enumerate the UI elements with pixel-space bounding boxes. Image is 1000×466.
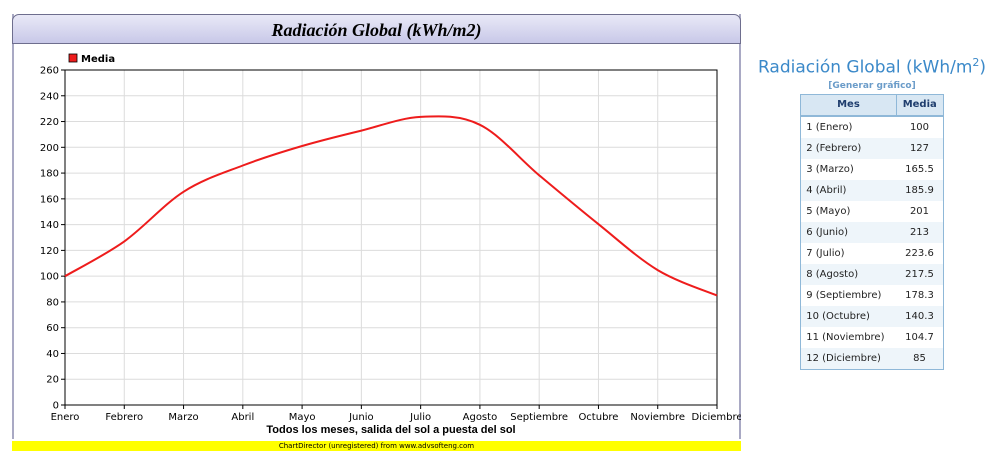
chart-title: Radiación Global (kWh/m2)	[271, 20, 482, 40]
data-table: Mes Media 1 (Enero) 100 2 (Febrero) 127 3 …	[800, 93, 944, 370]
cell-mes: 4 (Abril)	[800, 179, 897, 201]
y-tick-label: 0	[53, 401, 59, 412]
cell-media: 223.6	[905, 247, 934, 259]
x-tick-label: Enero	[51, 412, 80, 423]
legend-swatch	[68, 53, 78, 63]
cell-media: 140.3	[896, 305, 944, 327]
y-tick-label: 260	[40, 66, 59, 77]
column-header-media: Media	[896, 94, 944, 117]
table-row: 4 (Abril) 185.9	[800, 179, 944, 201]
table-title-end: )	[979, 57, 987, 78]
cell-media: 178.3	[905, 289, 934, 301]
cell-mes: 9 (Septiembre)	[806, 289, 882, 301]
x-tick-label: Febrero	[105, 412, 143, 423]
cell-media: 85	[896, 347, 944, 370]
cell-media: 104.7	[905, 331, 934, 343]
generate-chart-link[interactable]: [Generar gráfico]	[828, 80, 916, 91]
chart-panel: Radiación Global (kWh/m2) 0 20 40 60 80 100 12…	[12, 14, 741, 451]
table-title: Radiación Global (kWh/m2)	[748, 56, 996, 78]
y-tick-label: 240	[40, 91, 59, 102]
x-tick-label: Octubre	[578, 412, 618, 423]
cell-media: 185.9	[896, 179, 944, 201]
x-tick-label: Mayo	[289, 412, 316, 423]
cell-mes: 1 (Enero)	[806, 121, 853, 133]
chart-titlebar: Radiación Global (kWh/m2)	[12, 14, 741, 44]
table-row: 7 (Julio) 223.6	[801, 243, 944, 264]
y-tick-label: 160	[40, 194, 59, 205]
cell-media: 217.5	[896, 263, 944, 285]
data-panel: Radiación Global (kWh/m2) [Generar gráfi…	[748, 56, 996, 370]
y-tick-label: 100	[40, 272, 59, 283]
cell-mes: 7 (Julio)	[806, 247, 845, 259]
table-title-text: Radiación Global (kWh/m	[757, 57, 973, 78]
y-tick-label: 200	[40, 143, 59, 154]
table-row: 2 (Febrero) 127	[800, 137, 944, 159]
plot-border	[64, 69, 718, 406]
y-tick-label: 40	[46, 349, 59, 360]
table-row: 11 (Noviembre) 104.7	[801, 327, 944, 348]
table-row: 10 (Octubre) 140.3	[800, 305, 944, 327]
table-row: 6 (Junio) 213	[800, 221, 944, 243]
x-axis-title: Todos los meses, salida del sol a puesta…	[266, 424, 515, 436]
column-header-mes: Mes	[800, 94, 897, 117]
y-tick-label: 120	[40, 246, 59, 257]
x-tick-label: Abril	[231, 412, 254, 423]
y-tick-label: 80	[46, 297, 59, 308]
cell-mes: 3 (Marzo)	[806, 163, 854, 175]
x-tick-label: Agosto	[463, 412, 498, 423]
cell-media: 201	[909, 205, 930, 217]
table-header-row: Mes Media	[800, 94, 944, 117]
series-line-media	[64, 115, 718, 297]
cell-mes: 5 (Mayo)	[806, 205, 851, 217]
table-row: 1 (Enero) 100	[801, 116, 944, 138]
x-tick-label: Junio	[348, 412, 374, 423]
cell-media: 213	[896, 221, 944, 243]
table-title-superscript: 2	[972, 56, 980, 69]
legend-label: Media	[81, 54, 115, 65]
cell-mes: 2 (Febrero)	[800, 137, 897, 159]
plot-area	[65, 70, 717, 405]
cell-media: 165.5	[905, 163, 934, 175]
x-tick-label: Septiembre	[510, 412, 568, 423]
table-row: 8 (Agosto) 217.5	[800, 263, 944, 285]
line-chart: 0 20 40 60 80 100 120 140 160 180 200 220 240 260 Ener…	[40, 53, 741, 436]
cell-media: 127	[896, 137, 944, 159]
table-row: 9 (Septiembre) 178.3	[801, 285, 944, 306]
table-row: 3 (Marzo) 165.5	[801, 159, 944, 180]
x-tick-label: Julio	[409, 412, 431, 423]
cell-mes: 8 (Agosto)	[800, 263, 897, 285]
cell-mes: 10 (Octubre)	[800, 305, 897, 327]
y-tick-label: 60	[46, 323, 59, 334]
cell-media: 100	[909, 121, 930, 133]
cell-mes: 6 (Junio)	[800, 221, 897, 243]
y-tick-label: 140	[40, 220, 59, 231]
x-tick-label: Noviembre	[630, 412, 685, 423]
table-row: 12 (Diciembre) 85	[800, 347, 944, 370]
y-tick-label: 20	[46, 375, 59, 386]
cell-mes: 12 (Diciembre)	[800, 347, 897, 370]
y-tick-label: 180	[40, 169, 59, 180]
y-tick-label: 220	[40, 117, 59, 128]
chart-credit: ChartDirector (unregistered) from www.ad…	[12, 441, 741, 451]
table-row: 5 (Mayo) 201	[801, 201, 944, 222]
x-tick-label: Marzo	[168, 412, 198, 423]
cell-mes: 11 (Noviembre)	[806, 331, 885, 343]
x-tick-label: Diciembre	[691, 412, 741, 423]
